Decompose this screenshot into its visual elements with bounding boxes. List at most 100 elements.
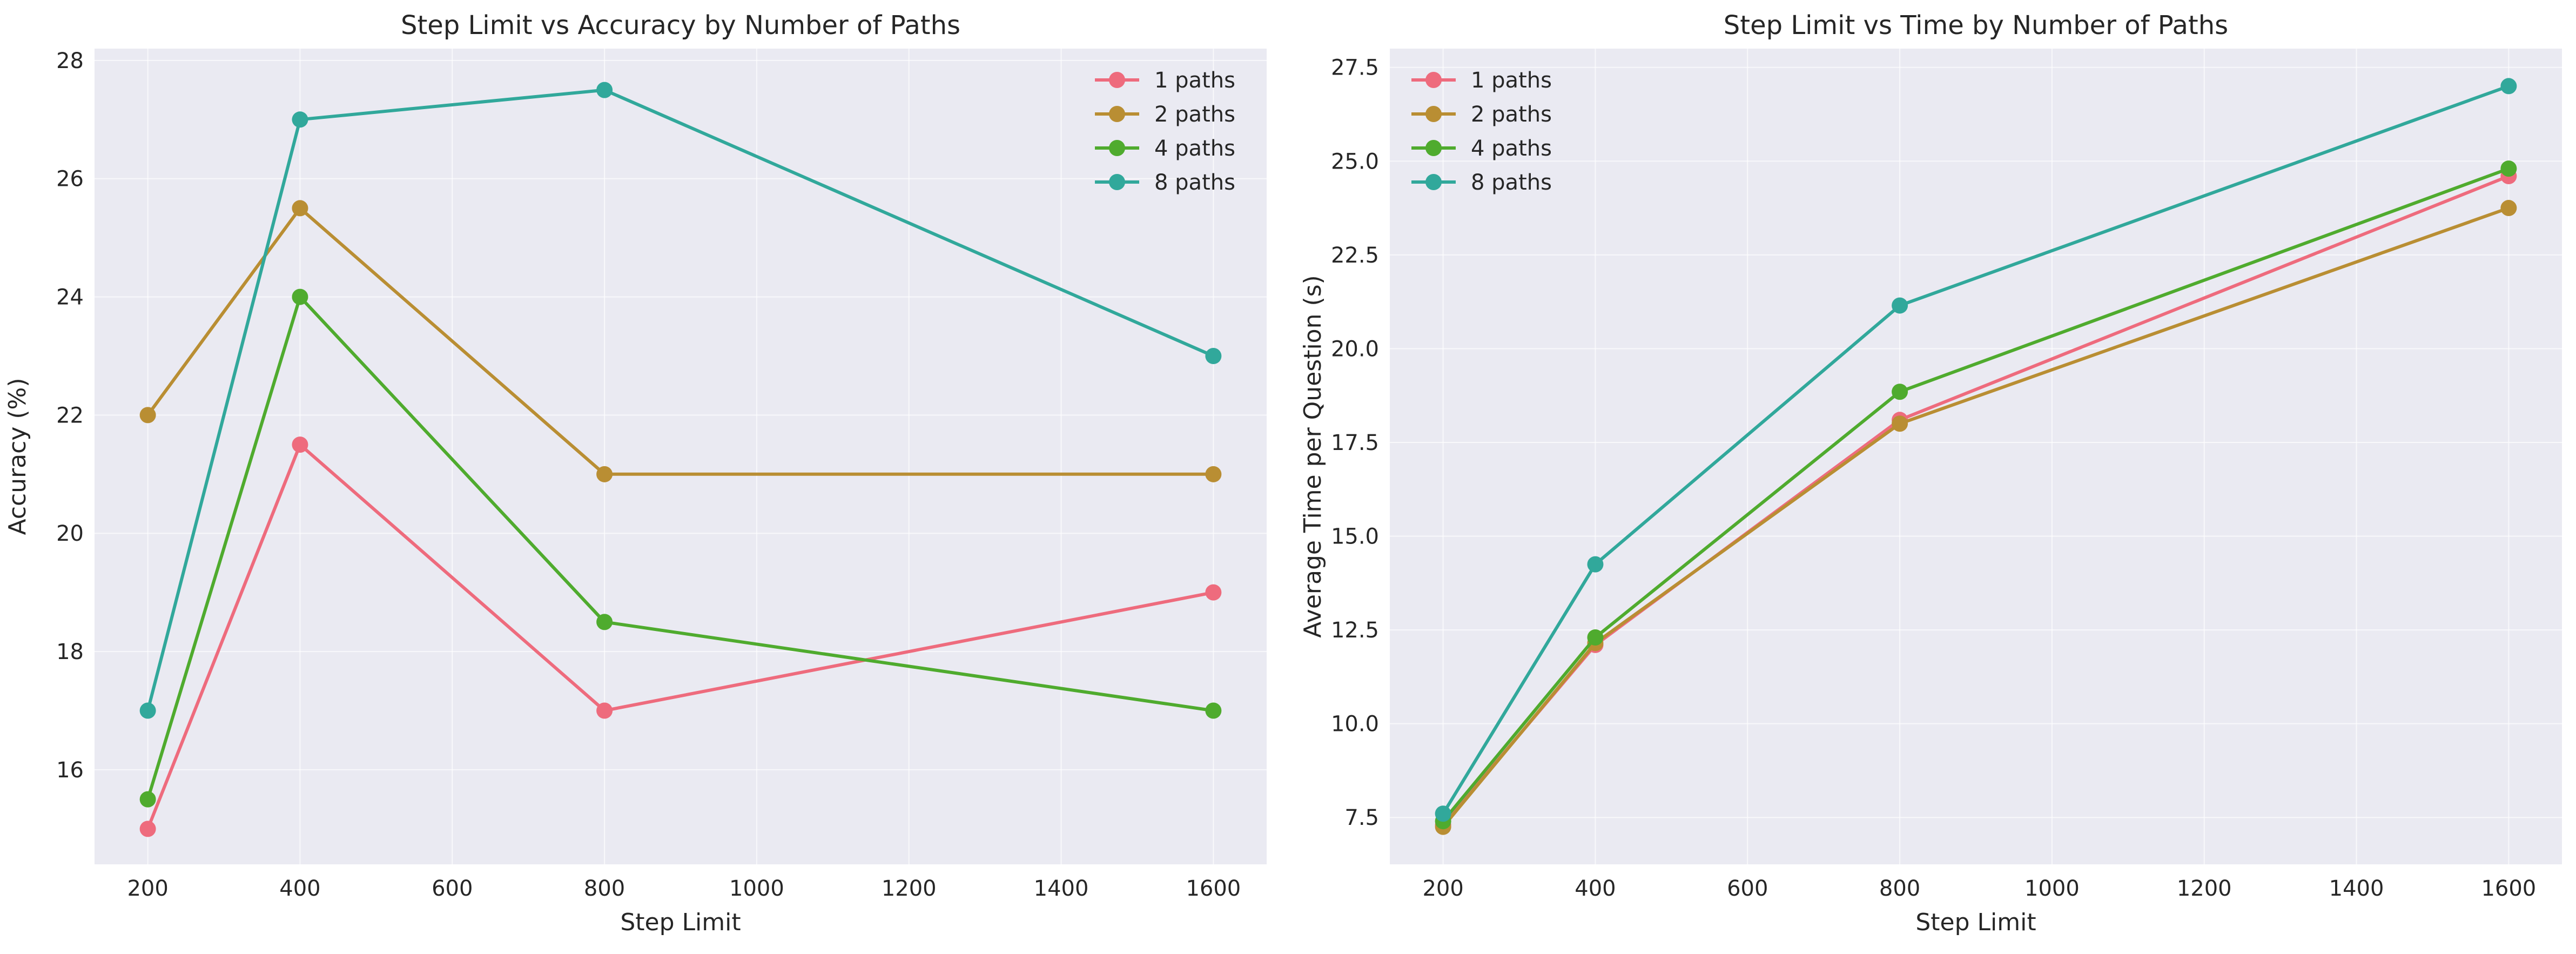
legend-item: 1 paths <box>1095 68 1235 93</box>
accuracy-series <box>139 82 1222 837</box>
series-8-paths <box>139 82 1222 719</box>
data-point <box>2500 78 2517 95</box>
data-point <box>596 82 613 98</box>
legend-item: 2 paths <box>1095 102 1235 127</box>
legend-item: 8 paths <box>1411 170 1552 195</box>
y-tick-label: 7.5 <box>1344 805 1379 830</box>
legend-item: 4 paths <box>1411 136 1552 161</box>
legend-label: 1 paths <box>1471 68 1552 93</box>
data-point <box>139 821 156 837</box>
y-tick-label: 18 <box>56 640 84 664</box>
series-8-paths <box>1435 78 2517 822</box>
data-point <box>596 466 613 482</box>
legend-marker <box>1109 72 1125 88</box>
data-point <box>139 791 156 808</box>
y-tick-label: 22.5 <box>1331 243 1379 268</box>
y-tick-label: 20 <box>56 521 84 546</box>
data-point <box>139 702 156 719</box>
accuracy-y-ticks: 16 18 20 22 24 26 28 <box>56 49 84 783</box>
accuracy-chart: 200 400 600 800 1000 1200 1400 1600 16 18 20 22 24 2… <box>4 10 1267 936</box>
accuracy-x-axis-label: Step Limit <box>620 909 741 936</box>
y-tick-label: 17.5 <box>1331 431 1379 455</box>
x-tick-label: 1400 <box>2329 876 2384 901</box>
legend-item: 1 paths <box>1411 68 1552 93</box>
x-tick-label: 200 <box>127 876 168 901</box>
data-point <box>1892 297 1908 314</box>
series-line <box>1442 84 2510 815</box>
accuracy-chart-title: Step Limit vs Accuracy by Number of Path… <box>401 10 960 41</box>
data-point <box>596 614 613 630</box>
series-2-paths <box>139 200 1222 482</box>
series-line <box>146 88 1214 711</box>
data-point <box>292 288 308 305</box>
data-point <box>596 702 613 719</box>
data-point <box>1205 347 1222 364</box>
y-tick-label: 20.0 <box>1331 337 1379 361</box>
legend-label: 8 paths <box>1154 170 1235 195</box>
data-point <box>139 407 156 424</box>
series-line <box>146 443 1214 830</box>
x-tick-label: 1400 <box>1034 876 1089 901</box>
x-tick-label: 1000 <box>729 876 784 901</box>
data-point <box>292 111 308 128</box>
x-tick-label: 1600 <box>1186 876 1241 901</box>
legend-marker <box>1425 106 1442 122</box>
data-point <box>1205 466 1222 482</box>
x-tick-label: 1000 <box>2025 876 2080 901</box>
x-tick-label: 600 <box>1727 876 1768 901</box>
legend-marker <box>1425 72 1442 88</box>
time-x-axis-label: Step Limit <box>1915 909 2036 936</box>
y-tick-label: 24 <box>56 285 84 310</box>
time-x-ticks: 200 400 600 800 1000 1200 1400 1600 <box>1422 876 2536 901</box>
data-point <box>292 200 308 217</box>
legend-item: 2 paths <box>1411 102 1552 127</box>
time-legend: 1 paths 2 paths 4 paths 8 paths <box>1411 68 1552 195</box>
time-chart-title: Step Limit vs Time by Number of Paths <box>1724 10 2228 41</box>
series-line <box>1442 167 2510 823</box>
accuracy-y-axis-label: Accuracy (%) <box>4 378 31 535</box>
y-tick-label: 12.5 <box>1331 618 1379 643</box>
data-point <box>1435 805 1451 822</box>
legend-label: 2 paths <box>1471 102 1552 127</box>
y-tick-label: 27.5 <box>1331 56 1379 80</box>
legend-marker <box>1109 140 1125 156</box>
legend-label: 8 paths <box>1471 170 1552 195</box>
data-point <box>292 436 308 453</box>
data-point <box>1205 702 1222 719</box>
series-1-paths <box>139 436 1222 837</box>
time-y-axis-label: Average Time per Question (s) <box>1299 275 1327 637</box>
x-tick-label: 200 <box>1422 876 1463 901</box>
legend-item: 8 paths <box>1095 170 1235 195</box>
series-line <box>1442 206 2510 828</box>
x-tick-label: 400 <box>279 876 320 901</box>
x-tick-label: 400 <box>1575 876 1616 901</box>
series-line <box>146 206 1214 476</box>
time-y-ticks: 7.5 10.0 12.5 15.0 17.5 20.0 22.5 25.0 27.5 <box>1331 56 1379 831</box>
y-tick-label: 16 <box>56 758 84 783</box>
y-tick-label: 22 <box>56 403 84 428</box>
y-tick-label: 25.0 <box>1331 149 1379 174</box>
legend-label: 4 paths <box>1471 136 1552 161</box>
time-series <box>1435 78 2517 835</box>
y-tick-label: 10.0 <box>1331 712 1379 737</box>
data-point <box>2500 200 2517 217</box>
data-point <box>2500 160 2517 177</box>
time-plot-area <box>1390 49 2562 864</box>
legend-marker <box>1425 174 1442 190</box>
x-tick-label: 1200 <box>2177 876 2232 901</box>
data-point <box>1892 384 1908 400</box>
legend-label: 2 paths <box>1154 102 1235 127</box>
legend-item: 4 paths <box>1095 136 1235 161</box>
x-tick-label: 600 <box>432 876 473 901</box>
accuracy-grid <box>95 49 1267 864</box>
y-tick-label: 26 <box>56 167 84 192</box>
y-tick-label: 15.0 <box>1331 525 1379 549</box>
time-grid <box>1390 49 2562 864</box>
x-tick-label: 1200 <box>882 876 937 901</box>
legend-marker <box>1109 106 1125 122</box>
x-tick-label: 1600 <box>2481 876 2536 901</box>
series-4-paths <box>1435 160 2517 830</box>
legend-marker <box>1109 174 1125 190</box>
series-line <box>146 295 1214 800</box>
